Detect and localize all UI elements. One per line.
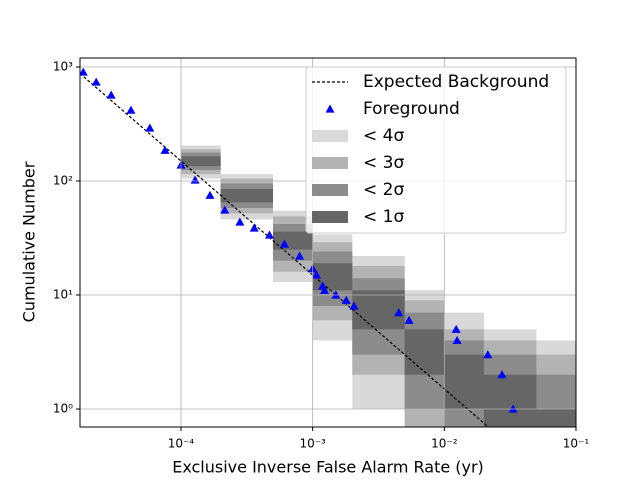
foreground-point	[279, 239, 289, 248]
foreground-point	[91, 77, 101, 86]
y-tick-label: 10⁰	[53, 401, 73, 415]
x-axis-label: Exclusive Inverse False Alarm Rate (yr)	[172, 458, 484, 477]
foreground-point	[249, 223, 259, 232]
foreground-point	[452, 335, 462, 344]
foreground-point	[160, 145, 170, 154]
legend-box	[305, 66, 567, 234]
legend-handle	[312, 130, 348, 142]
foreground-point	[404, 315, 414, 324]
foreground-point	[295, 251, 305, 260]
legend-handle	[312, 211, 348, 223]
x-tick-label: 10⁻¹	[563, 437, 590, 451]
foreground-point	[331, 290, 341, 299]
legend-label: < 4σ	[363, 126, 404, 146]
y-tick-label: 10¹	[53, 288, 73, 302]
x-tick-label: 10⁻³	[299, 437, 326, 451]
y-axis-label: Cumulative Number	[20, 161, 39, 322]
axes-frame	[79, 57, 577, 428]
legend-handle	[312, 184, 348, 196]
foreground-point	[349, 301, 359, 310]
foreground-point	[126, 105, 136, 114]
foreground-point	[205, 190, 215, 199]
foreground-point	[190, 175, 200, 184]
legend-label: Foreground	[363, 99, 460, 119]
legend-label: Expected Background	[363, 72, 549, 92]
foreground-point	[312, 270, 322, 279]
legend: Expected Background Foreground < 4σ < 3σ < 2…	[305, 66, 567, 234]
foreground-point	[483, 350, 493, 359]
legend-handle	[312, 157, 348, 169]
sigma-band	[180, 156, 576, 427]
foreground-point	[497, 370, 507, 379]
plot-area	[80, 67, 576, 427]
foreground-point	[341, 295, 351, 304]
foreground-point	[508, 404, 518, 413]
legend-handle	[325, 104, 335, 113]
foreground-point	[145, 123, 155, 132]
foreground-point	[394, 308, 404, 317]
y-tick-label: 10³	[53, 60, 73, 74]
foreground-point	[220, 205, 230, 214]
foreground-point	[264, 230, 274, 239]
foreground-point	[319, 285, 329, 294]
foreground-point	[80, 67, 88, 76]
foreground-point	[235, 217, 245, 226]
legend-label: < 3σ	[363, 153, 404, 173]
x-tick-label: 10⁻⁴	[168, 437, 195, 451]
y-tick-label: 10²	[53, 174, 73, 188]
legend-label: < 2σ	[363, 180, 404, 200]
foreground-point	[106, 90, 116, 99]
x-tick-label: 10⁻²	[431, 437, 458, 451]
legend-label: < 1σ	[363, 207, 404, 227]
foreground-point	[451, 324, 461, 333]
